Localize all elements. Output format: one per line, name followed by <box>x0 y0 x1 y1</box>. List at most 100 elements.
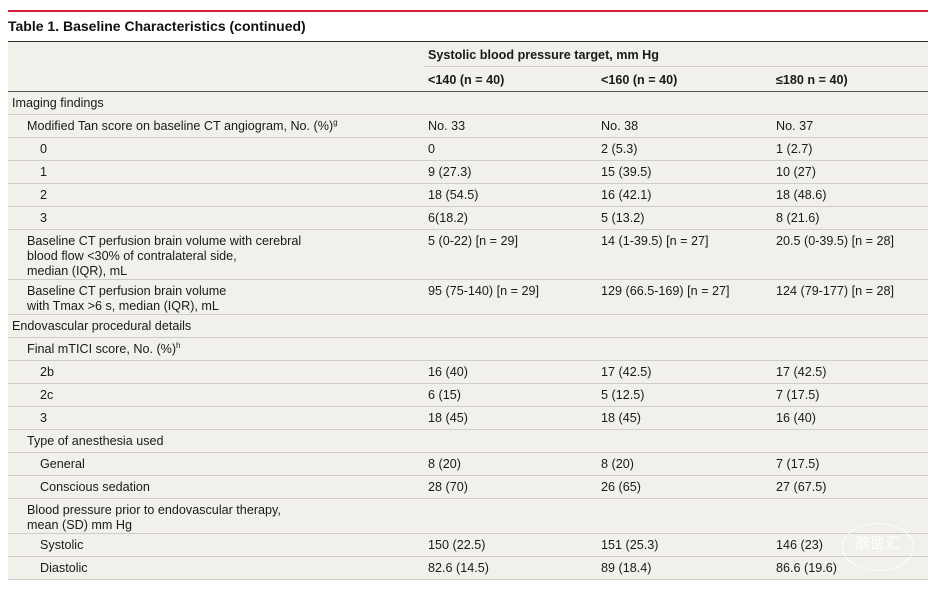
cell-value: 0 <box>424 137 597 161</box>
watermark-logo: 脑医汇 <box>842 523 914 571</box>
row-label-text: Baseline CT perfusion brain volume with … <box>27 234 302 278</box>
row-label: 2c <box>8 383 424 407</box>
header-columns-row: <140 (n = 40) <160 (n = 40) ≤180 n = 40) <box>8 66 928 92</box>
cell-value: 27 (67.5) <box>772 475 928 499</box>
cell-value: 18 (48.6) <box>772 183 928 207</box>
row-label: 3 <box>8 206 424 230</box>
table-row: 2c 6 (15) 5 (12.5) 7 (17.5) <box>8 383 928 407</box>
table-row: General 8 (20) 8 (20) 7 (17.5) <box>8 452 928 476</box>
cell-value: 17 (42.5) <box>772 360 928 384</box>
cell-value <box>772 498 928 534</box>
cell-value: 89 (18.4) <box>597 556 772 580</box>
cell-value: 82.6 (14.5) <box>424 556 597 580</box>
cell-value: 5 (12.5) <box>597 383 772 407</box>
cell-value: 28 (70) <box>424 475 597 499</box>
cell-value: 6(18.2) <box>424 206 597 230</box>
cell-value: 16 (40) <box>424 360 597 384</box>
cell-value <box>772 91 928 115</box>
cell-value: 17 (42.5) <box>597 360 772 384</box>
row-label-text: Baseline CT perfusion brain volume with … <box>27 284 227 313</box>
table-row: Endovascular procedural details <box>8 314 928 338</box>
cell-value <box>424 314 597 338</box>
table-row: 3 18 (45) 18 (45) 16 (40) <box>8 406 928 430</box>
row-label: Blood pressure prior to endovascular the… <box>8 498 424 534</box>
row-label: Diastolic <box>8 556 424 580</box>
cell-value: 18 (45) <box>424 406 597 430</box>
row-label-text: 2 <box>40 188 48 202</box>
table-row: Type of anesthesia used <box>8 429 928 453</box>
header-group-row: Systolic blood pressure target, mm Hg <box>8 41 928 67</box>
column-header: <140 (n = 40) <box>424 66 597 92</box>
row-label: 0 <box>8 137 424 161</box>
cell-value <box>424 337 597 361</box>
cell-value <box>597 91 772 115</box>
cell-value: 20.5 (0-39.5) [n = 28] <box>772 229 928 280</box>
cell-value: 16 (42.1) <box>597 183 772 207</box>
cell-value: 129 (66.5-169) [n = 27] <box>597 279 772 315</box>
table-row: Baseline CT perfusion brain volume with … <box>8 279 928 315</box>
cell-value: 9 (27.3) <box>424 160 597 184</box>
cell-value <box>772 314 928 338</box>
row-label: Modified Tan score on baseline CT angiog… <box>8 114 424 138</box>
cell-value <box>597 429 772 453</box>
cell-value: 14 (1-39.5) [n = 27] <box>597 229 772 280</box>
row-label: 3 <box>8 406 424 430</box>
column-header: <160 (n = 40) <box>597 66 772 92</box>
cell-value: 18 (45) <box>597 406 772 430</box>
row-label: Systolic <box>8 533 424 557</box>
table-row: Final mTICI score, No. (%)h <box>8 337 928 361</box>
cell-value <box>424 498 597 534</box>
row-label-text: Final mTICI score, No. (%) <box>27 342 177 356</box>
cell-value: 2 (5.3) <box>597 137 772 161</box>
row-label-text: 1 <box>40 165 48 179</box>
table-row: Modified Tan score on baseline CT angiog… <box>8 114 928 138</box>
row-label: Endovascular procedural details <box>8 314 424 338</box>
cell-value: 10 (27) <box>772 160 928 184</box>
cell-value: 150 (22.5) <box>424 533 597 557</box>
row-label-text: 2c <box>40 388 54 402</box>
row-label: General <box>8 452 424 476</box>
table-row: 3 6(18.2) 5 (13.2) 8 (21.6) <box>8 206 928 230</box>
row-label: Imaging findings <box>8 91 424 115</box>
cell-value <box>424 91 597 115</box>
row-label-text: Systolic <box>40 538 84 552</box>
cell-value: No. 38 <box>597 114 772 138</box>
cell-value: 124 (79-177) [n = 28] <box>772 279 928 315</box>
cell-value: 18 (54.5) <box>424 183 597 207</box>
cell-value <box>597 498 772 534</box>
table-row: Blood pressure prior to endovascular the… <box>8 498 928 534</box>
table-row: Baseline CT perfusion brain volume with … <box>8 229 928 280</box>
column-header: ≤180 n = 40) <box>772 66 928 92</box>
cell-value: 7 (17.5) <box>772 452 928 476</box>
cell-value <box>772 337 928 361</box>
table-row: Conscious sedation 28 (70) 26 (65) 27 (67.5… <box>8 475 928 499</box>
footnote-marker: g <box>333 118 338 127</box>
cell-value: 8 (21.6) <box>772 206 928 230</box>
row-label: 2b <box>8 360 424 384</box>
row-label-text: General <box>40 457 85 471</box>
table-row: 2b 16 (40) 17 (42.5) 17 (42.5) <box>8 360 928 384</box>
cell-value: No. 37 <box>772 114 928 138</box>
baseline-characteristics-table: Systolic blood pressure target, mm Hg <1… <box>8 41 928 580</box>
row-label-text: Endovascular procedural details <box>12 319 192 333</box>
title-rule <box>8 10 928 12</box>
row-label-text: Conscious sedation <box>40 480 150 494</box>
row-label: 1 <box>8 160 424 184</box>
cell-value: 6 (15) <box>424 383 597 407</box>
cell-value: 26 (65) <box>597 475 772 499</box>
row-label-text: 3 <box>40 211 48 225</box>
row-label-text: 3 <box>40 411 48 425</box>
header-group-label: Systolic blood pressure target, mm Hg <box>424 41 928 67</box>
row-label-text: 2b <box>40 365 55 379</box>
table-row: Systolic 150 (22.5) 151 (25.3) 146 (23) <box>8 533 928 557</box>
table-title: Table 1. Baseline Characteristics (conti… <box>8 18 306 34</box>
cell-value <box>597 314 772 338</box>
footnote-marker: h <box>176 341 181 350</box>
table-row: 1 9 (27.3) 15 (39.5) 10 (27) <box>8 160 928 184</box>
cell-value: 16 (40) <box>772 406 928 430</box>
cell-value: 15 (39.5) <box>597 160 772 184</box>
cell-value: No. 33 <box>424 114 597 138</box>
cell-value: 7 (17.5) <box>772 383 928 407</box>
table-row: 2 18 (54.5) 16 (42.1) 18 (48.6) <box>8 183 928 207</box>
